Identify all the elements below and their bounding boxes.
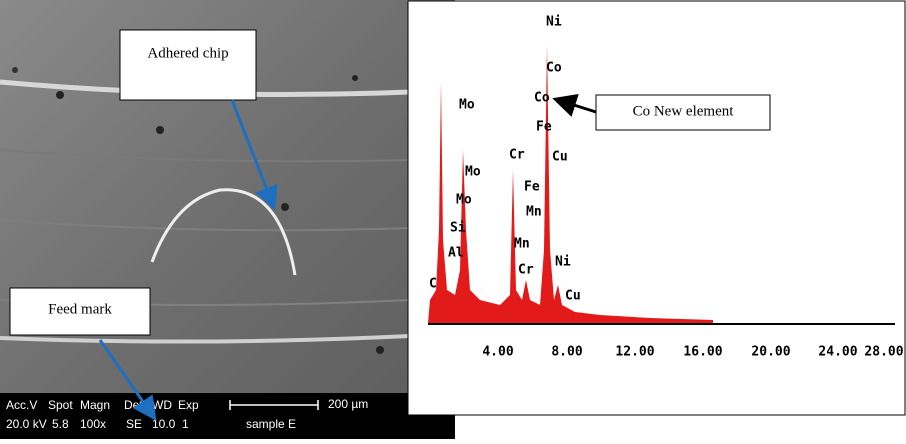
peak-label: Fe — [524, 180, 540, 195]
peak-label: Mn — [526, 205, 542, 220]
info-value: 1 — [182, 417, 189, 431]
x-tick-label: 4.00 — [482, 345, 513, 360]
peak-label: Mo — [459, 98, 475, 113]
callout: Feed mark — [48, 301, 112, 317]
peak-label: Cr — [518, 263, 534, 278]
peak-label: Ni — [555, 255, 571, 270]
info-header: Acc.V — [6, 398, 37, 412]
info-header: Spot — [48, 398, 73, 412]
info-header: Magn — [80, 398, 110, 412]
peak-label: Mn — [514, 237, 530, 252]
x-tick-label: 8.00 — [551, 345, 582, 360]
info-value: SE — [126, 417, 142, 431]
spectrum: Ni Co Co Fe Cu Mo Mo Mo Si Al C Cr Fe Mn… — [407, 0, 906, 416]
peak-label: Fe — [536, 120, 552, 135]
x-tick-label: 28.00 — [864, 345, 903, 360]
peak-label: Ni — [546, 15, 562, 30]
peak-label: Cu — [552, 150, 568, 165]
sample-label: sample E — [246, 417, 296, 431]
info-value: 100x — [80, 417, 106, 431]
peak-label: Cu — [565, 289, 581, 304]
info-header: Exp — [178, 398, 199, 412]
peak-label: Al — [448, 246, 464, 261]
peak-label: Mo — [465, 165, 481, 180]
info-header: WD — [152, 398, 172, 412]
peak-label: Si — [450, 221, 466, 236]
info-value: 5.8 — [52, 417, 69, 431]
peak-label: Co — [546, 61, 562, 76]
x-tick-label: 20.00 — [751, 345, 790, 360]
scale-label: 200 µm — [328, 397, 368, 411]
callout: Co New element — [633, 103, 735, 119]
x-tick-label: 12.00 — [615, 345, 654, 360]
sem-image: Acc.V Spot Magn Det WD Exp 20.0 kV 5.8 1… — [0, 0, 455, 439]
peak-label: Co — [534, 91, 550, 106]
peak-label: Mo — [456, 193, 472, 208]
info-value: 20.0 kV — [6, 417, 47, 431]
peak-label: Cr — [509, 148, 525, 163]
peak-label: C — [429, 277, 437, 292]
callout: Adhered chip — [147, 45, 228, 61]
x-tick-label: 24.00 — [818, 345, 857, 360]
info-value: 10.0 — [152, 417, 176, 431]
x-tick-label: 16.00 — [683, 345, 722, 360]
